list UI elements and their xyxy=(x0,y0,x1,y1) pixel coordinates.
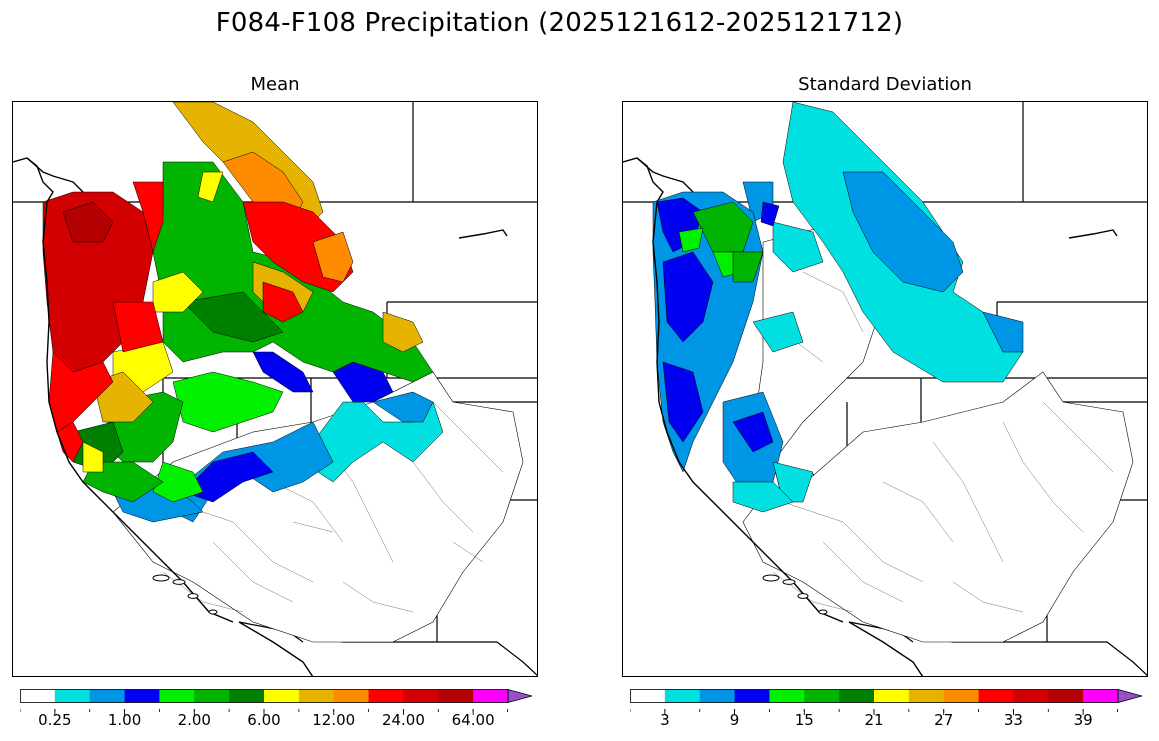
colorbar-swatch xyxy=(438,689,474,703)
colorbar-label: 24.00 xyxy=(381,711,425,729)
colorbar-label: 9 xyxy=(729,711,740,729)
colorbar-swatch xyxy=(229,689,265,703)
colorbar-swatch xyxy=(839,689,875,703)
colorbar-label: 0.25 xyxy=(38,711,72,729)
colorbar-swatch xyxy=(20,689,56,703)
colorbar-swatch xyxy=(1048,689,1084,703)
colorbar-label: 39 xyxy=(1073,711,1093,729)
colorbar-swatch xyxy=(734,689,770,703)
colorbar-swatch xyxy=(54,689,91,703)
colorbar-label: 2.00 xyxy=(177,711,211,729)
colorbar-label: 15 xyxy=(794,711,814,729)
islands xyxy=(762,574,828,615)
basin-lines-dry xyxy=(162,401,504,613)
colorbar-swatch xyxy=(1013,689,1049,703)
colorbar-swatch xyxy=(630,689,666,703)
colorbar-swatch xyxy=(874,689,910,703)
coastline xyxy=(623,157,1118,676)
islands xyxy=(152,574,218,615)
colorbar-mean-svg xyxy=(20,688,534,704)
colorbar-label: 12.00 xyxy=(312,711,356,729)
map-mean-svg xyxy=(13,102,537,676)
colorbar-swatch xyxy=(473,689,509,703)
colorbar-swatch xyxy=(368,689,404,703)
colorbar-mean-labels: 0.25 1.00 2.00 6.00 12.00 24.00 64.00 xyxy=(20,710,580,732)
colorbar-extend-arrow xyxy=(507,688,534,704)
basins-low xyxy=(108,351,444,523)
colorbar-label: 64.00 xyxy=(451,711,495,729)
colorbar-label: 21 xyxy=(864,711,884,729)
figure-title: F084-F108 Precipitation (2025121612-2025… xyxy=(215,8,904,38)
coastline xyxy=(13,157,508,676)
colorbar-mean xyxy=(20,688,534,704)
colorbar-swatch xyxy=(908,689,945,703)
colorbar-stddev-ticks-svg xyxy=(629,709,1118,715)
colorbar-mean-ticks xyxy=(19,702,532,715)
colorbar-label: 3 xyxy=(660,711,670,729)
basins-moderate xyxy=(656,197,780,453)
colorbar-extend-arrow xyxy=(1117,688,1144,704)
colorbar-label: 27 xyxy=(934,711,954,729)
colorbar-swatch xyxy=(804,689,840,703)
basin-lines-dry xyxy=(772,271,1114,613)
colorbar-outline xyxy=(20,689,509,703)
colorbar-label: 1.00 xyxy=(107,711,142,729)
colorbar-swatch xyxy=(89,689,125,703)
colorbar-stddev-svg xyxy=(630,688,1144,704)
colorbar-swatch xyxy=(699,689,735,703)
panel-title-mean: Mean xyxy=(250,74,300,95)
colorbar-swatch xyxy=(194,689,230,703)
colorbar-swatch xyxy=(769,689,805,703)
colorbar-stddev xyxy=(630,688,1144,704)
colorbar-swatch xyxy=(159,689,195,703)
colorbar-label: 6.00 xyxy=(247,711,281,729)
map-stddev-svg xyxy=(623,102,1147,676)
colorbar-swatch xyxy=(333,689,369,703)
colorbar-swatch xyxy=(264,689,300,703)
colorbar-mean-ticks-svg xyxy=(19,709,508,715)
basins-high xyxy=(82,102,424,473)
colorbar-swatch xyxy=(298,689,335,703)
colorbar-swatch xyxy=(403,689,439,703)
colorbar-swatch xyxy=(124,689,160,703)
panel-title-stddev: Standard Deviation xyxy=(798,74,972,95)
colorbar-outline xyxy=(630,689,1119,703)
colorbar-swatch xyxy=(978,689,1014,703)
map-mean[interactable] xyxy=(12,101,538,677)
colorbar-swatch xyxy=(1083,689,1119,703)
colorbar-stddev-ticks xyxy=(629,702,1142,715)
colorbar-stddev-labels: 3 9 15 21 27 33 39 xyxy=(630,710,1159,732)
basins-very-high xyxy=(42,181,164,463)
colorbar-swatch xyxy=(943,689,979,703)
map-stddev[interactable] xyxy=(622,101,1148,677)
colorbar-label: 33 xyxy=(1003,711,1023,729)
colorbar-swatch xyxy=(664,689,701,703)
